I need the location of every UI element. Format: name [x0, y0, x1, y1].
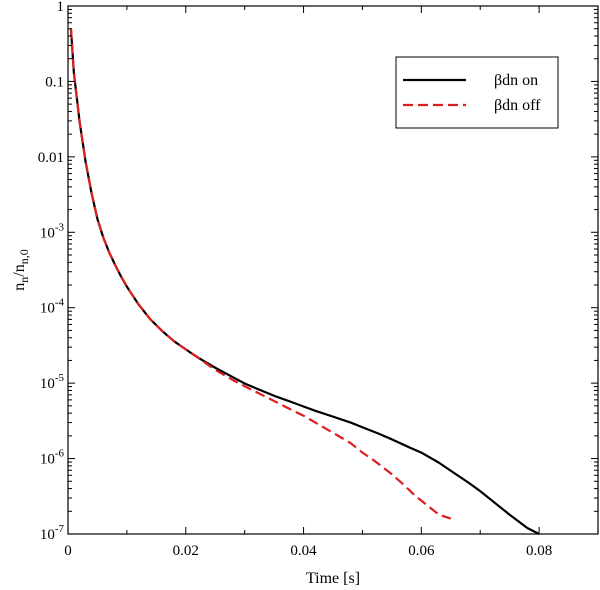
y-tick-label: 10-4 [40, 297, 65, 317]
y-tick-label: 10-5 [40, 372, 65, 392]
y-axis-title-sub1: n [17, 277, 31, 283]
y-tick-label: 1 [57, 0, 65, 15]
x-axis-title: Time [s] [306, 570, 360, 587]
legend-label-bdn-off: βdn off [494, 97, 541, 114]
y-tick-label: 0.01 [38, 150, 64, 166]
x-tick-label: 0 [64, 543, 72, 559]
ticks-layer: 0 0.02 0.04 0.06 0.08 1 0.1 0.01 10-3 10-4 10-5 10-… [38, 0, 599, 559]
y-axis-title: nn/nn,0 [11, 249, 31, 290]
legend-box [395, 56, 559, 129]
legend: βdn on βdn off [395, 56, 559, 129]
y-tick-label: 10-3 [40, 221, 65, 241]
y-axis-title-base: n [11, 283, 28, 291]
x-tick-label: 0.06 [408, 543, 435, 559]
y-axis-title-mid: /n [11, 264, 28, 276]
y-tick-label: 10-7 [40, 523, 65, 543]
plot-frame [67, 5, 599, 535]
series-layer [69, 28, 540, 535]
legend-label-bdn-on: βdn on [494, 72, 538, 89]
x-tick-label: 0.02 [173, 543, 199, 559]
x-tick-label: 0.04 [290, 543, 317, 559]
series-line-bdn-off [69, 28, 452, 520]
x-tick-label: 0.08 [526, 543, 552, 559]
y-tick-label: 0.1 [45, 74, 64, 90]
y-axis-title-sub2: n,0 [17, 249, 31, 264]
y-tick-label: 10-6 [40, 448, 65, 468]
